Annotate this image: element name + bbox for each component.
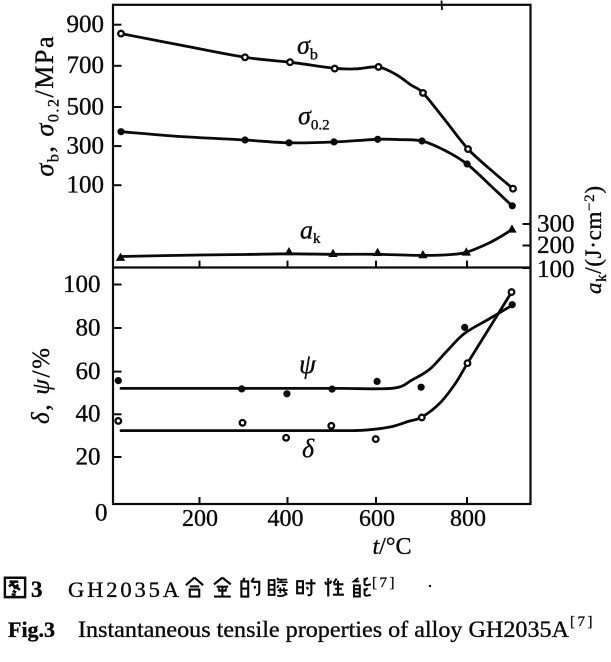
svg-text:ψ: ψ [299,349,317,379]
svg-text:Fig.3: Fig.3 [8,617,55,642]
svg-text:300: 300 [537,210,575,237]
svg-text:800: 800 [450,506,486,532]
svg-text:20: 20 [76,443,101,470]
svg-text:900: 900 [67,11,105,38]
svg-text:60: 60 [76,358,101,385]
svg-text:3: 3 [31,577,43,602]
svg-text:300: 300 [67,133,105,160]
svg-text:100: 100 [63,271,101,298]
svg-text:[7]: [7] [372,575,397,591]
svg-text:200: 200 [537,232,575,259]
svg-text:δ, ψ/%: δ, ψ/% [28,348,55,424]
svg-text:200: 200 [182,506,218,532]
svg-text:δ: δ [302,434,315,463]
svg-text:σb, σ0.2/MPa: σb, σ0.2/MPa [30,36,63,176]
svg-text:500: 500 [67,93,105,120]
svg-text:Instantaneous tensile properti: Instantaneous tensile properties of allo… [78,617,569,642]
svg-text:400: 400 [268,506,304,532]
svg-text:100: 100 [537,256,575,283]
svg-text:600: 600 [359,506,395,532]
svg-text:80: 80 [76,314,101,341]
svg-text:[7]: [7] [570,614,595,630]
svg-text:40: 40 [76,401,101,428]
svg-text:ak/(J·cm−2): ak/(J·cm−2) [581,186,610,294]
svg-text:t/°C: t/°C [373,534,412,560]
svg-text:0: 0 [95,500,108,527]
svg-text:700: 700 [67,52,105,79]
svg-text:100: 100 [67,172,105,199]
svg-text:σ0.2: σ0.2 [298,101,330,134]
